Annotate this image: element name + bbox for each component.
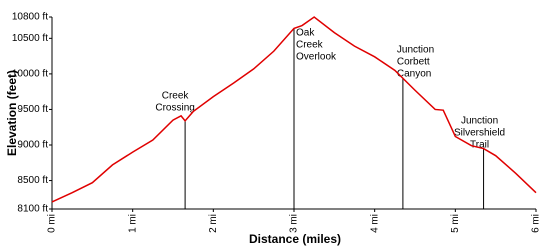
annotation-text: Corbett (397, 57, 430, 68)
annotation-text: Trail (470, 140, 489, 151)
y-tick-label: 8100 ft (17, 204, 48, 215)
y-tick-label: 10800 ft (12, 12, 48, 23)
x-tick-label: 1 mi (127, 214, 138, 233)
x-tick-label: 3 mi (289, 214, 300, 233)
y-tick-label: 10500 ft (12, 33, 48, 44)
annotation-text: Junction (397, 45, 434, 56)
annotation-text: Silvershield (454, 128, 505, 139)
y-axis-title: Elevation (feet) (5, 70, 19, 156)
annotation-text: Crossing (155, 103, 194, 114)
y-tick-label: 9000 ft (17, 140, 48, 151)
y-tick-label: 8500 ft (17, 175, 48, 186)
annotation-text: Oak (296, 28, 315, 39)
x-axis-title: Distance (miles) (249, 232, 341, 246)
annotation-text: Creek (162, 91, 190, 102)
y-tick-label: 9500 ft (17, 104, 48, 115)
annotation-text: Overlook (296, 52, 337, 63)
x-tick-label: 2 mi (208, 214, 219, 233)
x-tick-label: 0 mi (47, 214, 58, 233)
x-tick-label: 6 mi (531, 214, 542, 233)
elevation-line (51, 16, 537, 203)
y-tick-label: 10000 ft (12, 69, 48, 80)
annotation-text: Junction (461, 116, 498, 127)
x-tick-label: 4 mi (369, 214, 380, 233)
annotation-text: Canyon (397, 69, 431, 80)
annotation-text: Creek (296, 40, 324, 51)
x-tick-label: 5 mi (450, 214, 461, 233)
